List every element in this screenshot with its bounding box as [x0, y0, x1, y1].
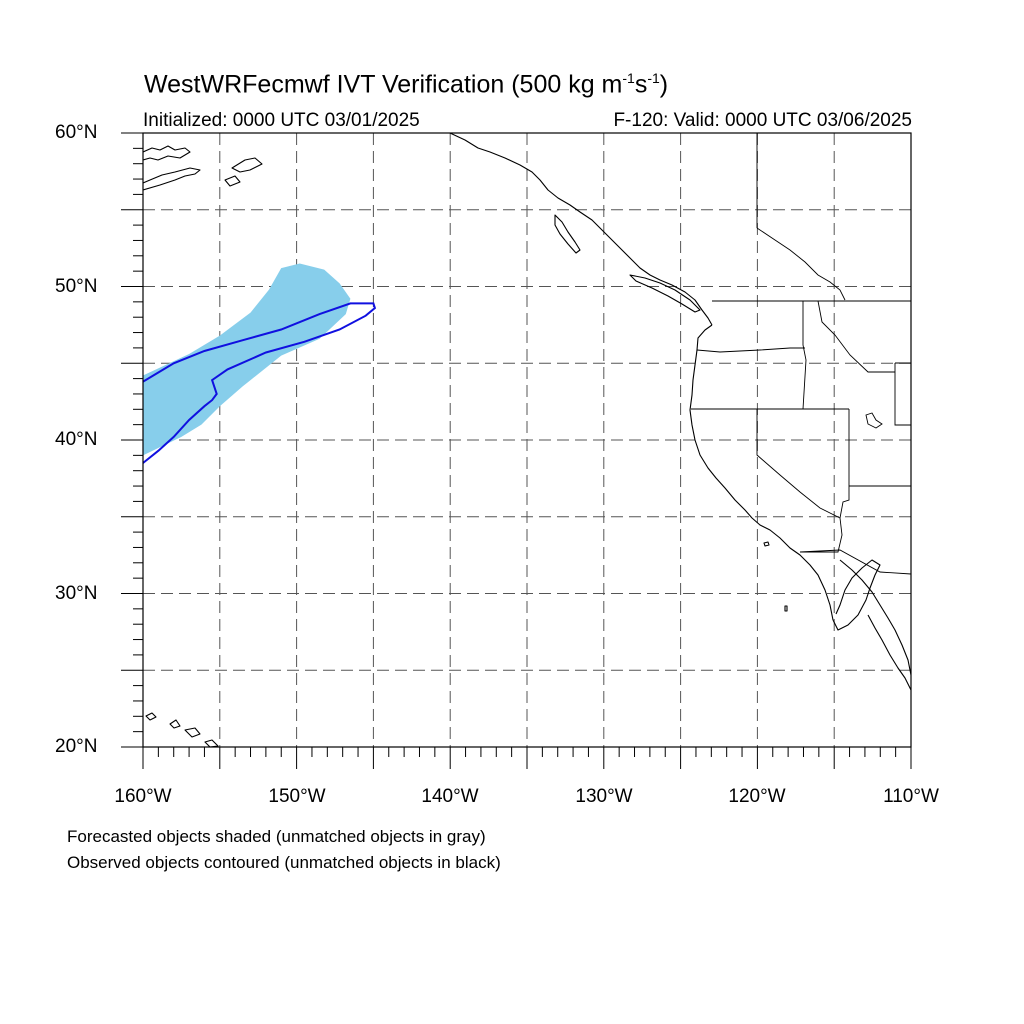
boundary-us-mexico [799, 549, 911, 575]
political-boundaries [691, 133, 911, 575]
boundary-nevada-utah [839, 409, 850, 519]
coastline-gulf-alaska [449, 133, 713, 326]
coastline-alaska-north [143, 145, 191, 161]
title-text-mid: s [634, 70, 648, 99]
map-frame [142, 132, 912, 748]
lat-label-40n: 40°N [55, 429, 98, 450]
island-hawaii-4 [204, 739, 219, 747]
coastline-mexico-south [867, 614, 911, 691]
legend-observed-note: Observed objects contoured (unmatched ob… [67, 853, 501, 872]
map-title: WestWRFecmwf IVT Verification (500 kg m-… [144, 70, 668, 99]
coastline-alaska [143, 167, 201, 191]
island-hawaii-1 [145, 712, 157, 721]
lake-great-salt [865, 412, 883, 429]
island-guadalupe [784, 605, 788, 612]
island-haida-gwaii [554, 214, 581, 254]
lat-label-30n: 30°N [55, 583, 98, 604]
boundary-alberta-bc [756, 227, 846, 301]
graticule [143, 133, 911, 747]
boundary-montana-wyoming [894, 362, 911, 426]
title-exponent-2: -1 [647, 70, 660, 86]
island-vancouver [629, 274, 701, 313]
island-channel [763, 541, 770, 547]
boundary-washington-oregon [696, 347, 805, 353]
lon-label-160w: 160°W [114, 786, 172, 807]
lon-label-120w: 120°W [728, 786, 786, 807]
title-text: WestWRFecmwf IVT Verification (500 kg m [144, 70, 623, 99]
axis-ticks [121, 132, 912, 769]
observed-object-contour [143, 302, 377, 464]
boundary-idaho [802, 301, 807, 410]
title-exponent: -1 [622, 70, 635, 86]
island-hawaii-2 [169, 719, 181, 729]
boundary-california-nevada [756, 409, 841, 519]
lon-label-140w: 140°W [421, 786, 479, 807]
lat-label-20n: 20°N [55, 736, 98, 757]
coastline-mexico-mainland [839, 559, 911, 676]
initialized-label: Initialized: 0000 UTC 03/01/2025 [143, 110, 420, 131]
boundary-arizona-california [800, 517, 843, 553]
valid-time-label: F-120: Valid: 0000 UTC 03/06/2025 [613, 110, 912, 131]
lon-label-110w: 110°W [883, 786, 939, 807]
island-kodiak-2 [224, 175, 241, 187]
boundary-idaho-montana [817, 300, 895, 373]
lat-label-50n: 50°N [55, 276, 98, 297]
lat-label-60n: 60°N [55, 122, 98, 143]
title-text-suffix: ) [659, 70, 669, 99]
lon-label-130w: 130°W [575, 786, 633, 807]
island-kodiak [231, 157, 263, 173]
coastline-baja [832, 559, 881, 631]
forecast-object-shaded [143, 263, 351, 456]
coastline-us-west [689, 324, 834, 621]
island-hawaii-3 [184, 727, 201, 738]
lon-label-150w: 150°W [268, 786, 326, 807]
coastlines [143, 133, 911, 747]
legend-forecast-note: Forecasted objects shaded (unmatched obj… [67, 827, 486, 846]
